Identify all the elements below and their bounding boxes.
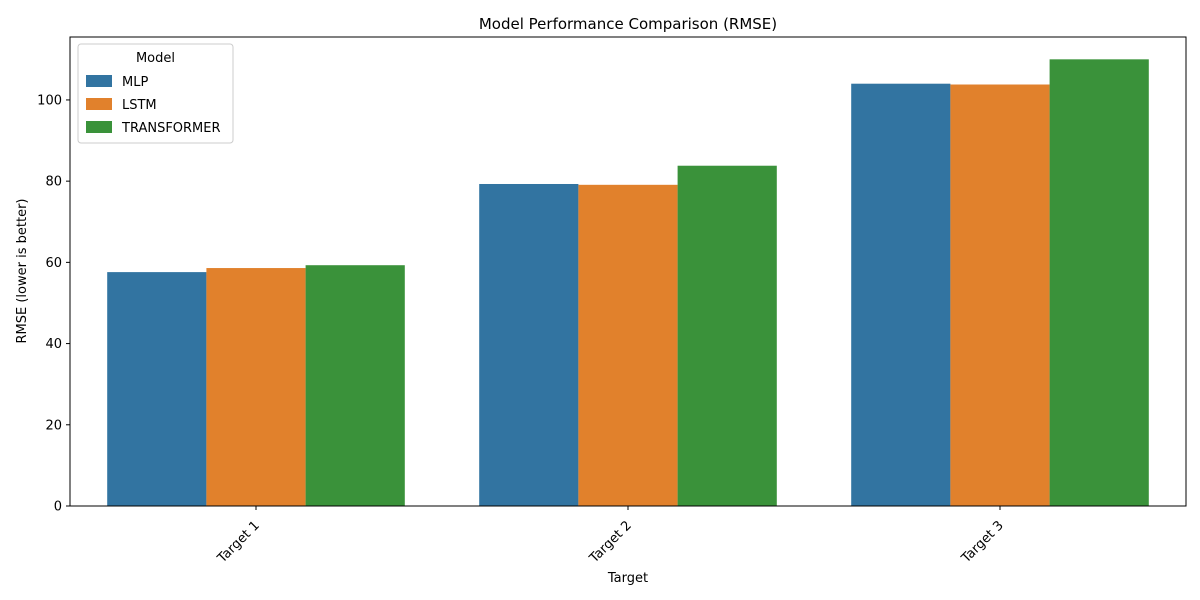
legend-label-mlp: MLP [122, 75, 148, 90]
x-tick-label: Target 2 [586, 518, 635, 567]
y-tick-label: 0 [54, 500, 62, 515]
bar-lstm-1 [206, 268, 306, 506]
y-axis: 0 20 40 60 80 100 [37, 93, 70, 515]
y-tick-label: 20 [45, 418, 62, 433]
bar-lstm-3 [950, 84, 1050, 506]
x-tick-label: Target 3 [958, 518, 1007, 567]
bar-lstm-2 [578, 184, 678, 506]
y-axis-label: RMSE (lower is better) [15, 199, 30, 344]
legend: Model MLP LSTM TRANSFORMER [77, 43, 234, 144]
x-axis-label: Target [607, 571, 648, 586]
legend-label-lstm: LSTM [122, 98, 157, 113]
legend-box [77, 43, 234, 144]
chart-title: Model Performance Comparison (RMSE) [479, 15, 777, 33]
bar-transformer-1 [305, 265, 405, 506]
bar-mlp-3 [851, 83, 951, 506]
bar-transformer-2 [677, 165, 777, 506]
bar-mlp-2 [479, 183, 579, 507]
bar-mlp-1 [107, 272, 207, 506]
y-tick-label: 60 [45, 256, 62, 271]
legend-swatch-mlp [86, 75, 112, 87]
bars-group [107, 59, 1149, 507]
y-tick-label: 80 [45, 175, 62, 190]
x-tick-label: Target 1 [214, 518, 263, 567]
plot-frame [69, 36, 1187, 507]
bar-transformer-3 [1049, 59, 1149, 506]
legend-swatch-transformer [86, 121, 112, 133]
y-tick-label: 40 [45, 337, 62, 352]
y-tick-label: 100 [37, 93, 62, 108]
x-axis: Target 1 Target 2 Target 3 [214, 506, 1007, 567]
legend-title: Model [136, 51, 175, 66]
legend-label-transformer: TRANSFORMER [121, 121, 221, 136]
legend-swatch-lstm [86, 98, 112, 110]
